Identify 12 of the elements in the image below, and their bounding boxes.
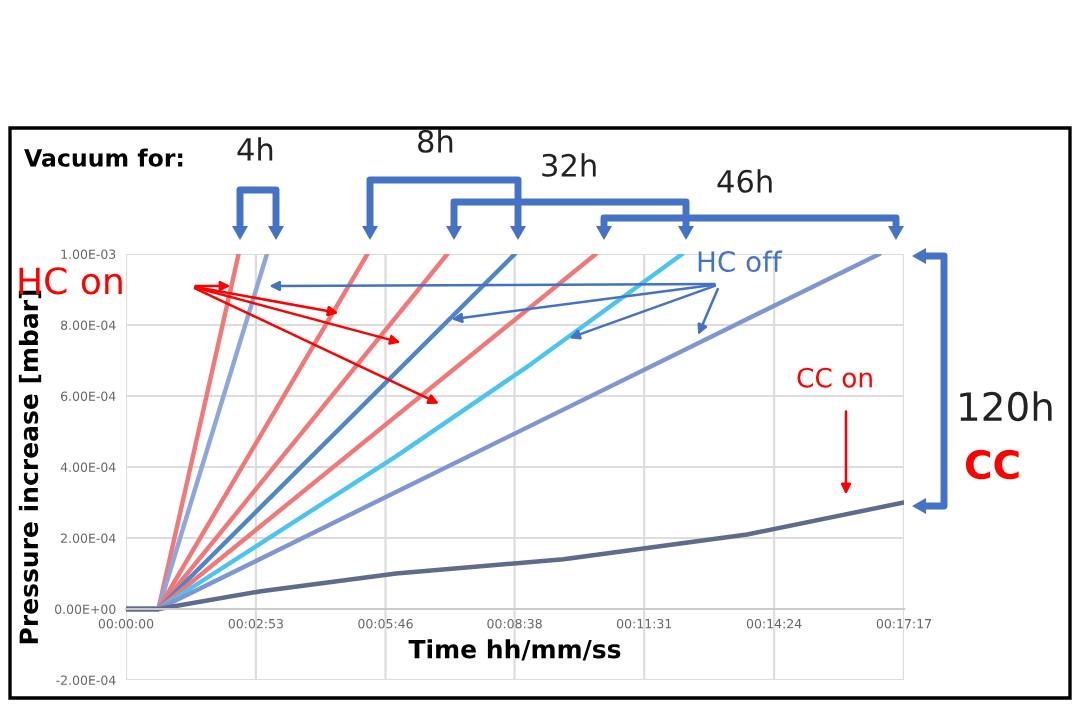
annotation: HC off (698, 250, 783, 273)
text: 4h (237, 137, 273, 161)
text: 8h (418, 129, 453, 153)
y-axis-title: Pressure increase [mbar] (18, 290, 42, 644)
text: Vacuum for: (24, 148, 183, 167)
text: 46h (717, 169, 772, 193)
annotation: CC on (797, 367, 872, 388)
text: HC on (19, 267, 122, 295)
x-axis-title: Time hh/mm/ss (408, 639, 621, 661)
text: 120h (960, 391, 1052, 422)
text: CC (965, 449, 1019, 480)
text: 32h (542, 153, 596, 177)
